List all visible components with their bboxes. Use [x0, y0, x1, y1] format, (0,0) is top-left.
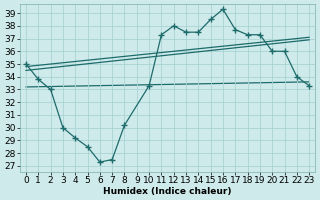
X-axis label: Humidex (Indice chaleur): Humidex (Indice chaleur) [103, 187, 232, 196]
